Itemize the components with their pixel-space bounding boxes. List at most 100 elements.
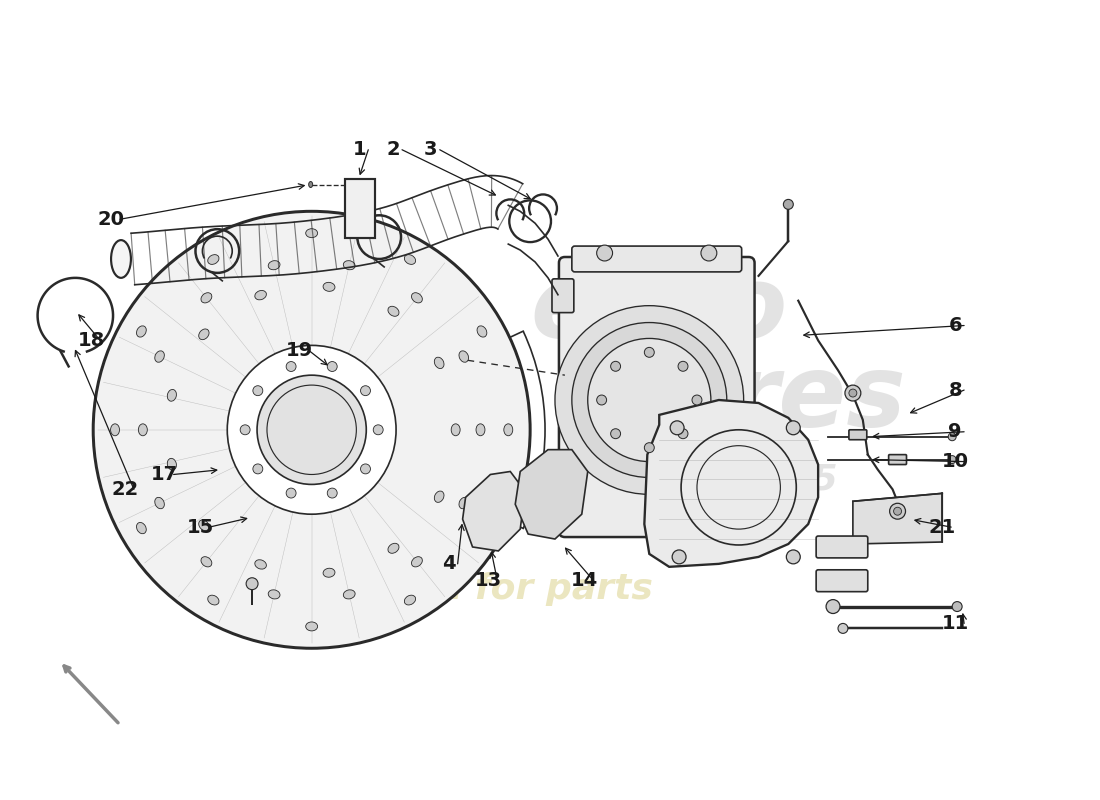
Text: 14: 14 xyxy=(571,571,598,590)
Text: 6: 6 xyxy=(948,316,962,335)
Circle shape xyxy=(361,386,371,396)
FancyBboxPatch shape xyxy=(572,246,741,272)
Ellipse shape xyxy=(411,557,422,567)
Circle shape xyxy=(701,245,717,261)
Ellipse shape xyxy=(268,261,280,270)
Text: 2: 2 xyxy=(386,140,400,159)
Circle shape xyxy=(572,322,727,478)
Ellipse shape xyxy=(136,522,146,534)
Text: 8: 8 xyxy=(948,381,962,399)
Text: 19: 19 xyxy=(286,341,313,360)
FancyBboxPatch shape xyxy=(816,570,868,592)
Circle shape xyxy=(890,503,905,519)
Text: a passion for parts: a passion for parts xyxy=(268,572,652,606)
Ellipse shape xyxy=(405,595,416,605)
Ellipse shape xyxy=(388,543,399,554)
Polygon shape xyxy=(463,471,525,551)
Text: 22: 22 xyxy=(111,480,139,499)
FancyBboxPatch shape xyxy=(345,178,375,238)
Ellipse shape xyxy=(388,306,399,316)
Ellipse shape xyxy=(268,590,280,599)
Circle shape xyxy=(240,425,250,434)
Text: res: res xyxy=(729,351,906,449)
Text: 1: 1 xyxy=(352,140,366,159)
FancyBboxPatch shape xyxy=(816,536,868,558)
Ellipse shape xyxy=(309,182,312,187)
Ellipse shape xyxy=(306,229,318,238)
Text: 18: 18 xyxy=(78,331,104,350)
Circle shape xyxy=(678,362,688,371)
Circle shape xyxy=(373,425,383,434)
Circle shape xyxy=(253,386,263,396)
Ellipse shape xyxy=(459,498,469,509)
Text: 15: 15 xyxy=(187,518,214,537)
FancyBboxPatch shape xyxy=(849,430,867,440)
Circle shape xyxy=(893,507,902,515)
Ellipse shape xyxy=(208,595,219,605)
Ellipse shape xyxy=(136,326,146,337)
Text: 17: 17 xyxy=(151,465,178,484)
Text: 4: 4 xyxy=(442,554,455,574)
Circle shape xyxy=(328,362,338,371)
Circle shape xyxy=(948,433,956,441)
Circle shape xyxy=(246,578,258,590)
Ellipse shape xyxy=(504,424,513,436)
Circle shape xyxy=(253,464,263,474)
Circle shape xyxy=(948,456,956,463)
Ellipse shape xyxy=(306,622,318,631)
Ellipse shape xyxy=(139,424,147,436)
Polygon shape xyxy=(852,494,943,544)
Circle shape xyxy=(672,550,686,564)
FancyBboxPatch shape xyxy=(889,454,906,465)
Ellipse shape xyxy=(208,254,219,264)
Text: 9: 9 xyxy=(948,422,961,442)
Ellipse shape xyxy=(411,293,422,303)
Ellipse shape xyxy=(343,590,355,599)
Ellipse shape xyxy=(434,491,444,502)
Text: 3: 3 xyxy=(425,140,438,159)
FancyBboxPatch shape xyxy=(552,279,574,313)
Text: euro: euro xyxy=(530,262,788,359)
Text: 10: 10 xyxy=(942,452,969,471)
Circle shape xyxy=(670,421,684,434)
Ellipse shape xyxy=(167,390,176,402)
Circle shape xyxy=(556,306,744,494)
Text: 13: 13 xyxy=(475,571,502,590)
Circle shape xyxy=(596,395,606,405)
Ellipse shape xyxy=(434,358,444,369)
Circle shape xyxy=(845,385,861,401)
Ellipse shape xyxy=(405,254,416,264)
Circle shape xyxy=(645,347,654,358)
Ellipse shape xyxy=(201,557,212,567)
Circle shape xyxy=(587,338,711,462)
Polygon shape xyxy=(645,400,818,567)
Ellipse shape xyxy=(476,424,485,436)
Circle shape xyxy=(849,389,857,397)
Text: 11: 11 xyxy=(942,614,969,633)
Ellipse shape xyxy=(477,326,487,337)
Circle shape xyxy=(610,362,620,371)
FancyBboxPatch shape xyxy=(552,487,574,521)
FancyBboxPatch shape xyxy=(559,257,755,537)
Circle shape xyxy=(361,464,371,474)
Ellipse shape xyxy=(255,290,266,300)
Circle shape xyxy=(645,442,654,453)
Ellipse shape xyxy=(255,560,266,569)
Circle shape xyxy=(786,421,801,434)
Ellipse shape xyxy=(477,522,487,534)
Ellipse shape xyxy=(155,351,164,362)
Circle shape xyxy=(286,362,296,371)
Circle shape xyxy=(257,375,366,485)
Ellipse shape xyxy=(199,329,209,340)
Ellipse shape xyxy=(167,458,176,470)
Polygon shape xyxy=(94,211,530,648)
Text: 20: 20 xyxy=(98,210,124,229)
Ellipse shape xyxy=(111,424,120,436)
Ellipse shape xyxy=(201,293,212,303)
Ellipse shape xyxy=(111,240,131,278)
Ellipse shape xyxy=(451,424,460,436)
Circle shape xyxy=(692,395,702,405)
Circle shape xyxy=(596,245,613,261)
Ellipse shape xyxy=(199,520,209,530)
Circle shape xyxy=(610,429,620,438)
